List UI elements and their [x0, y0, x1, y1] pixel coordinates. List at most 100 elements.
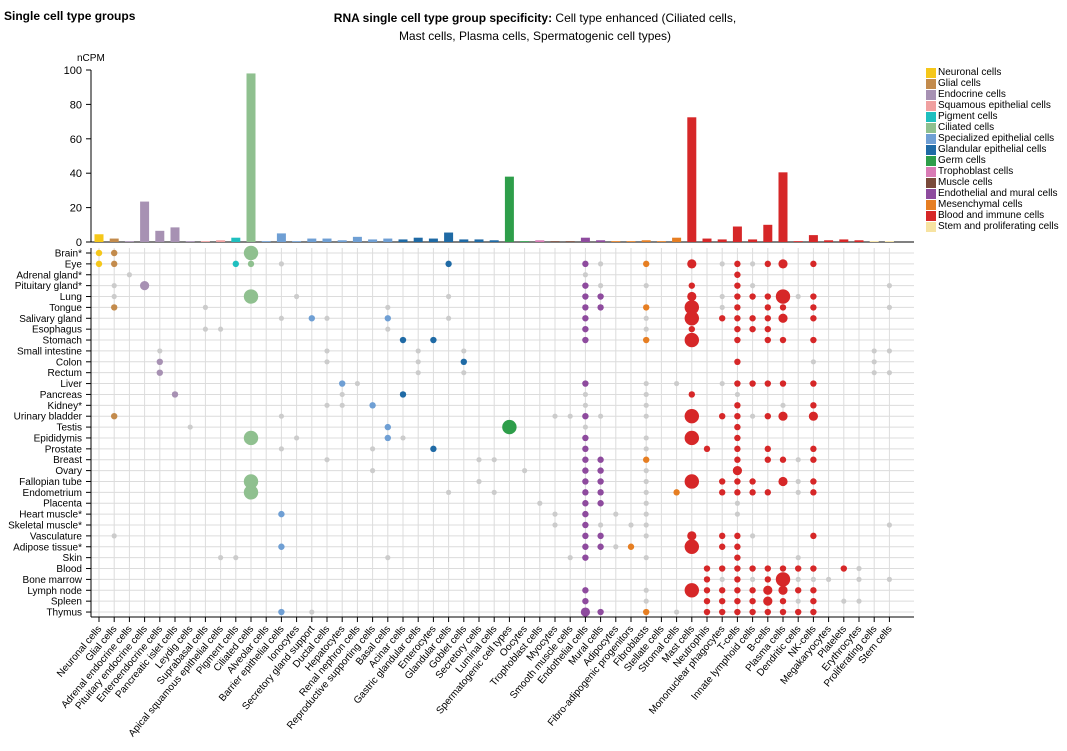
expression-dot [734, 445, 741, 453]
bar [596, 240, 606, 242]
tissue-label: Ovary [55, 466, 82, 477]
expression-dot [582, 587, 589, 594]
expression-dot [719, 304, 725, 310]
legend-label: Endocrine cells [938, 89, 1006, 100]
expression-dot [278, 446, 284, 452]
tissue-label: Rectum [48, 368, 82, 379]
expression-dot [749, 489, 756, 496]
tissue-label: Thymus [46, 608, 82, 619]
expression-dot [243, 245, 259, 261]
bar [839, 239, 849, 242]
expression-dot [749, 325, 756, 333]
expression-dot [171, 391, 179, 398]
expression-dot [582, 282, 589, 289]
expression-dot [582, 336, 589, 344]
y-tick-label: 0 [76, 237, 82, 249]
expression-dot [810, 489, 817, 496]
expression-dot [810, 456, 817, 463]
expression-dot [764, 565, 771, 572]
expression-dot [597, 456, 604, 463]
expression-dot [582, 489, 589, 496]
expression-dot [764, 380, 771, 387]
expression-dot [810, 315, 817, 322]
expression-dot [795, 598, 801, 604]
expression-dot [750, 283, 756, 289]
expression-dot [810, 587, 817, 594]
expression-dot [613, 544, 619, 550]
legend-swatch [926, 199, 936, 210]
expression-dot [430, 336, 437, 344]
bar [246, 73, 256, 242]
legend-swatch [926, 144, 936, 155]
legend-swatch [926, 111, 936, 122]
expression-dot [415, 359, 421, 365]
legend-swatch [926, 89, 936, 100]
expression-dot [597, 467, 604, 474]
expression-dot [684, 474, 699, 489]
expression-dot [567, 555, 573, 561]
legend-label: Endothelial and mural cells [938, 188, 1058, 199]
expression-dot [324, 359, 330, 365]
expression-dot [734, 554, 741, 561]
bar [535, 240, 545, 242]
expression-dot [580, 607, 591, 617]
legend-item: Ciliated cells [926, 122, 1067, 133]
expression-dot [278, 510, 285, 518]
tissue-label: Endometrium [23, 488, 82, 499]
bar [580, 237, 590, 242]
expression-dot [643, 446, 649, 452]
expression-dot [856, 576, 862, 583]
expression-dot [810, 597, 817, 605]
expression-dot [719, 608, 726, 616]
legend-swatch [926, 133, 936, 144]
expression-dot [111, 283, 117, 289]
expression-dot [294, 435, 300, 441]
expression-dot [324, 315, 330, 321]
expression-dot [156, 358, 163, 365]
expression-dot [734, 565, 741, 572]
expression-dot [339, 380, 346, 387]
expression-dot [795, 587, 802, 594]
expression-dot [582, 510, 589, 518]
expression-dot [795, 489, 801, 495]
expression-dot [749, 597, 756, 605]
expression-dot [734, 489, 741, 496]
legend-item: Neuronal cells [926, 67, 1067, 78]
bar [504, 176, 514, 242]
expression-dot [643, 587, 649, 593]
bar [322, 238, 332, 242]
tissue-label: Breast [53, 455, 82, 466]
tissue-label: Skeletal muscle* [8, 521, 82, 532]
expression-dot [795, 565, 802, 572]
expression-dot [370, 446, 376, 452]
expression-dot [810, 478, 817, 485]
expression-dot [795, 478, 801, 485]
expression-dot [202, 304, 208, 310]
legend-label: Squamous epithelial cells [938, 100, 1051, 111]
expression-dot [294, 293, 300, 300]
bar [109, 238, 119, 242]
expression-dot [324, 402, 330, 408]
expression-dot [552, 511, 558, 517]
expression-dot [795, 576, 801, 583]
bar [398, 239, 408, 242]
expression-dot [247, 260, 255, 268]
expression-dot [491, 457, 497, 463]
legend-item: Trophoblast cells [926, 166, 1067, 177]
legend-swatch [926, 100, 936, 111]
bar [368, 239, 378, 242]
expression-dot [598, 413, 604, 419]
expression-dot [218, 326, 224, 332]
legend-item: Mesenchymal cells [926, 199, 1067, 210]
expression-dot [734, 325, 741, 333]
bar [641, 240, 651, 242]
expression-dot [218, 555, 224, 561]
expression-dot [687, 291, 697, 302]
expression-dot [764, 315, 771, 322]
expression-dot [460, 358, 467, 365]
expression-dot [582, 467, 589, 474]
legend-item: Muscle cells [926, 177, 1067, 188]
expression-dot [688, 282, 695, 289]
expression-dot [886, 283, 893, 289]
